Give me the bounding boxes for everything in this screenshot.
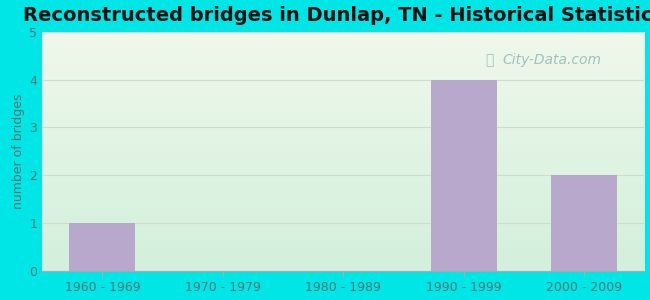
Text: City-Data.com: City-Data.com [503,53,602,67]
Bar [69,223,135,271]
Bar [430,80,497,271]
Title: Reconstructed bridges in Dunlap, TN - Historical Statistics: Reconstructed bridges in Dunlap, TN - Hi… [23,6,650,25]
Text: ⓘ: ⓘ [485,53,493,67]
Bar [551,175,617,271]
Y-axis label: number of bridges: number of bridges [12,94,25,209]
